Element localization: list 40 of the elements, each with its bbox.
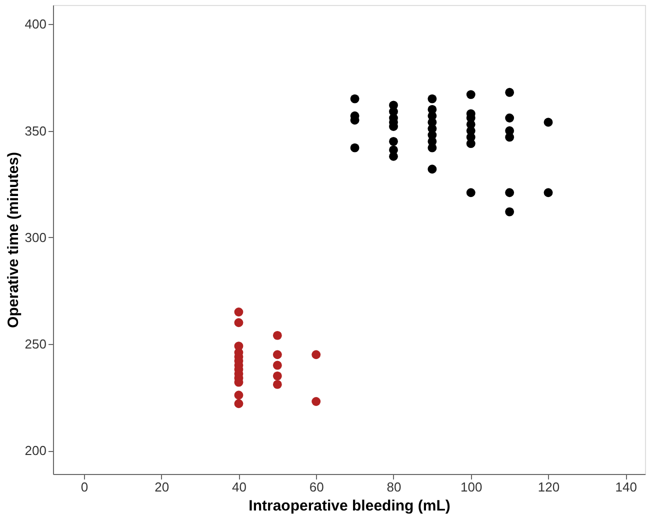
y-tick-label: 350	[24, 123, 46, 138]
point	[272, 360, 282, 370]
point	[544, 118, 553, 127]
y-tick-label: 200	[24, 443, 46, 458]
point	[505, 188, 514, 198]
x-axis-title: Intraoperative bleeding (mL)	[248, 498, 450, 514]
point	[272, 330, 282, 340]
point	[466, 188, 476, 198]
x-tick-label: 20	[154, 480, 170, 494]
point	[234, 308, 244, 316]
point	[350, 143, 360, 152]
point	[234, 399, 244, 408]
point	[544, 188, 553, 198]
point	[505, 114, 514, 122]
x-tick-label: 120	[538, 480, 560, 494]
point	[389, 136, 398, 146]
point	[350, 94, 360, 104]
x-tick-label: 100	[460, 480, 482, 494]
point	[312, 397, 321, 406]
point	[312, 350, 321, 360]
point	[466, 139, 476, 148]
point	[428, 164, 437, 174]
point	[505, 207, 514, 216]
x-tick-label: 0	[80, 480, 88, 494]
y-tick-label: 250	[24, 336, 46, 352]
point	[272, 371, 282, 380]
point	[505, 88, 514, 97]
y-axis-title: Operative time (minutes)	[4, 152, 22, 328]
x-tick-label: 40	[232, 480, 246, 494]
point	[272, 350, 282, 360]
x-tick-label: 80	[386, 480, 402, 494]
point	[234, 318, 244, 328]
point	[272, 380, 282, 389]
y-tick-label: 300	[24, 230, 46, 245]
y-tick-label: 400	[24, 16, 46, 32]
point	[466, 90, 476, 99]
x-tick-label: 60	[309, 480, 324, 494]
x-tick-label: 140	[615, 480, 638, 494]
point	[428, 94, 437, 104]
point	[234, 390, 244, 400]
